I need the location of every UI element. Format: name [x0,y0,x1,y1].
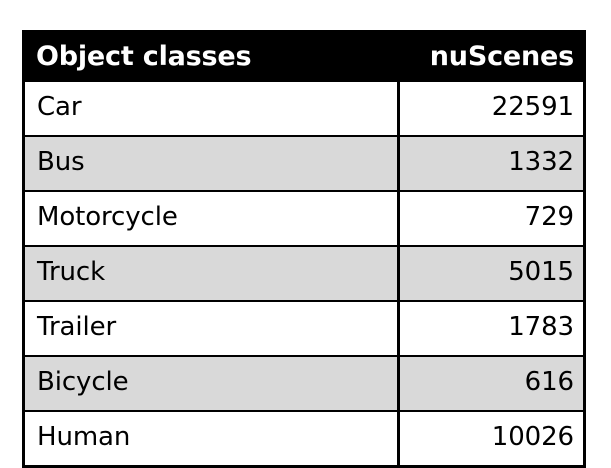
column-header-nuscenes: nuScenes [398,31,585,82]
cell-nuscenes-count: 10026 [398,410,585,467]
cell-nuscenes-count: 5015 [398,245,585,301]
table-row: Bicycle 616 [23,355,585,411]
cell-nuscenes-count: 729 [398,190,585,246]
cell-object-class: Bicycle [23,355,400,411]
cell-object-class: Motorcycle [23,190,400,246]
cell-nuscenes-count: 616 [398,355,585,411]
table-header: Object classes nuScenes [23,31,585,82]
object-class-statistics-table-container: Object classes nuScenes Car 22591 Bus 1332 M… [22,30,586,468]
cell-nuscenes-count: 22591 [491,92,574,122]
table-row: Car 22591 [23,82,585,136]
cell-object-class: Truck [23,245,400,301]
cell-object-class: Car [23,82,400,136]
cell-nuscenes-count: 1332 [398,135,585,191]
table-header-row: Object classes nuScenes [23,31,585,82]
table-body: Car 22591 Bus 1332 Motorcycle 729 Truck 5015 Tra… [23,82,585,467]
table-row: Truck 5015 [23,245,585,301]
cell-nuscenes-count: 1783 [398,300,585,356]
cell-object-class: Bus [23,135,400,191]
cell-object-class: Trailer [23,300,400,356]
cell-object-class: Human [23,410,400,467]
table-row: Trailer 1783 [23,300,585,356]
table-row: Human 10026 [23,410,585,467]
object-class-statistics-table: Object classes nuScenes Car 22591 Bus 1332 M… [22,30,586,468]
column-header-object-classes: Object classes [23,31,400,82]
table-row: Motorcycle 729 [23,190,585,246]
table-row: Bus 1332 [23,135,585,191]
